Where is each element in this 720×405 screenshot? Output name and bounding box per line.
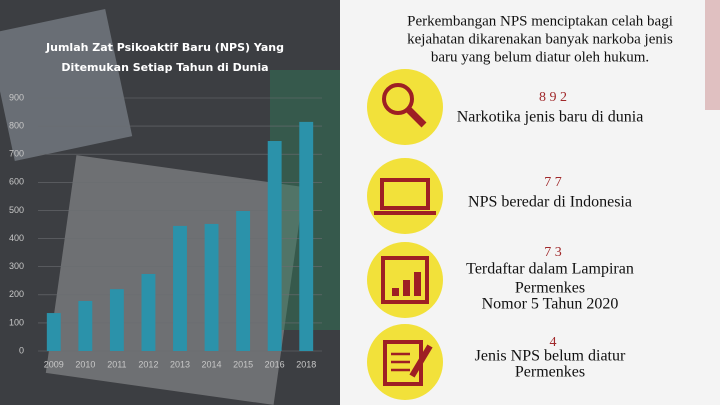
y-tick-label: 400	[9, 233, 24, 243]
y-tick-label: 700	[9, 149, 24, 159]
bar	[204, 223, 219, 351]
icon	[380, 178, 430, 210]
icon	[382, 83, 414, 115]
icon-circle	[367, 69, 443, 145]
chart-title: Jumlah Zat Psikoaktif Baru (NPS) Yang	[45, 41, 284, 54]
x-tick-label: 2010	[75, 359, 95, 369]
y-tick-label: 0	[19, 345, 24, 355]
stat-text: Permenkes	[515, 280, 585, 297]
bar	[78, 300, 93, 351]
corner-decor	[705, 0, 720, 110]
x-tick-label: 2011	[107, 359, 126, 369]
stat-number: 4	[550, 335, 557, 350]
stat-text: Terdaftar dalam Lampiran	[466, 261, 634, 278]
stat-text: Jenis NPS belum diatur	[475, 348, 626, 365]
bar	[173, 225, 187, 351]
bar	[267, 141, 282, 351]
y-tick-label: 900	[9, 92, 24, 102]
bar	[109, 289, 124, 351]
x-tick-label: 2016	[265, 359, 285, 369]
y-tick-label: 500	[9, 205, 24, 215]
heading-line: kejahatan dikarenakan banyak narkoba jen…	[407, 31, 673, 47]
stat-text: Permenkes	[515, 364, 585, 381]
heading-line: Perkembangan NPS menciptakan celah bagi	[407, 13, 673, 29]
y-tick-label: 200	[9, 289, 24, 299]
icon	[405, 106, 427, 128]
y-tick-label: 600	[9, 177, 24, 187]
icon-circle	[367, 158, 443, 234]
stat-number: 8 9 2	[539, 90, 567, 105]
bar	[141, 273, 156, 351]
panel: Perkembangan NPS menciptakan celah bagi k…	[367, 13, 673, 400]
y-tick-label: 300	[9, 261, 24, 271]
stat-number: 7 7	[544, 175, 562, 190]
stat-text: Narkotika jenis baru di dunia	[457, 109, 644, 126]
paper-decor	[0, 8, 133, 162]
heading-line: baru yang belum diatur oleh hukum.	[431, 49, 649, 65]
x-tick-label: 2014	[202, 359, 222, 369]
chart: Jumlah Zat Psikoaktif Baru (NPS) Yang Dit…	[9, 41, 322, 369]
x-tick-label: 2013	[170, 359, 190, 369]
bar	[299, 121, 314, 352]
icon	[403, 280, 410, 296]
x-tick-label: 2009	[44, 359, 64, 369]
stat-number: 7 3	[544, 245, 562, 260]
icon	[409, 344, 433, 378]
icon	[392, 288, 399, 296]
stat-text: NPS beredar di Indonesia	[468, 194, 632, 211]
bar	[46, 313, 61, 351]
y-tick-label: 800	[9, 120, 24, 130]
chart-title: Ditemukan Setiap Tahun di Dunia	[61, 61, 268, 74]
icon	[381, 256, 429, 304]
x-tick-label: 2018	[296, 359, 316, 369]
stat-text: Nomor 5 Tahun 2020	[482, 296, 619, 313]
x-tick-label: 2012	[138, 359, 158, 369]
icon	[414, 272, 421, 296]
x-tick-label: 2015	[233, 359, 253, 369]
bar	[236, 211, 251, 351]
y-tick-label: 100	[9, 317, 24, 327]
